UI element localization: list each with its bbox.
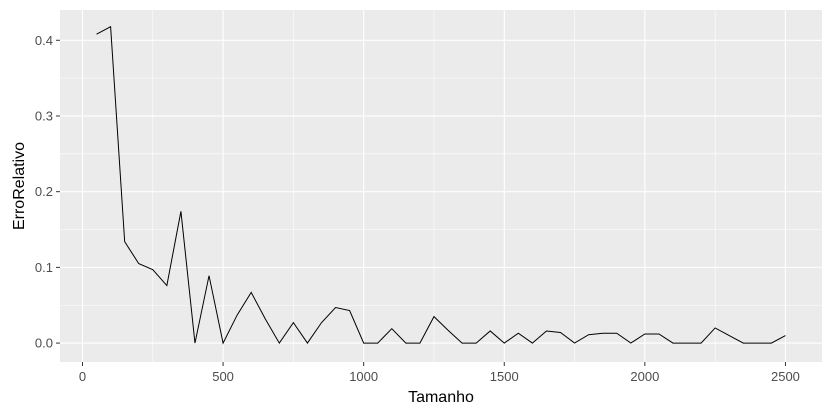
x-tick-label: 2000 — [630, 369, 659, 384]
minor-gridlines-y — [60, 77, 822, 306]
y-tick-label: 0.2 — [35, 184, 53, 199]
y-axis: 0.0 0.1 0.2 0.3 0.4 — [35, 33, 60, 351]
major-gridlines-x — [81, 10, 786, 362]
series-layer — [96, 25, 786, 345]
y-tick-label: 0.3 — [35, 108, 53, 123]
y-axis-title: ErroRelativo — [11, 142, 28, 230]
y-tick-label: 0.4 — [35, 33, 53, 48]
minor-gridlines-x — [152, 10, 716, 362]
x-tick-label: 2500 — [771, 369, 800, 384]
y-tick-label: 0.0 — [35, 336, 53, 351]
x-tick-label: 500 — [212, 369, 234, 384]
series-line — [96, 25, 786, 345]
x-axis-title: Tamanho — [408, 389, 474, 406]
y-tick-label: 0.1 — [35, 260, 53, 275]
x-tick-label: 1000 — [349, 369, 378, 384]
x-tick-label: 1500 — [490, 369, 519, 384]
x-axis: 0 500 1000 1500 2000 2500 — [79, 362, 800, 384]
plot-panel — [60, 10, 822, 362]
x-tick-label: 0 — [79, 369, 86, 384]
